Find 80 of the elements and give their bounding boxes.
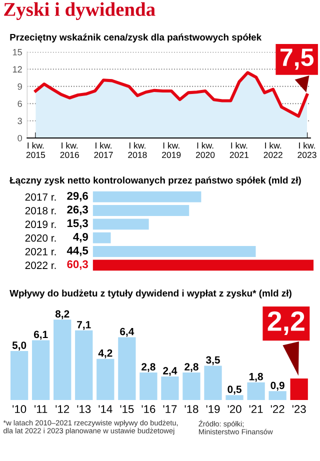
- bar: [92, 246, 256, 257]
- x-tick-label: '17: [163, 405, 177, 413]
- data-label: 2,8: [142, 363, 156, 372]
- data-label: 1,8: [249, 372, 263, 382]
- y-tick-label: 9: [18, 83, 22, 90]
- x-tick-label: '22: [270, 405, 284, 413]
- data-label: 4,9: [73, 232, 88, 242]
- chart-title: Zyski i dywidenda: [4, 2, 156, 20]
- data-label: 29,6: [67, 192, 88, 202]
- x-tick-label: '16: [142, 405, 156, 414]
- data-label: 6,1: [34, 330, 48, 340]
- data-label: 3,5: [206, 356, 220, 366]
- y-tick-label: 2019 r.: [25, 220, 56, 228]
- bar: [96, 358, 114, 400]
- y-tick-label: 2020 r.: [25, 234, 56, 242]
- bar: [290, 378, 308, 400]
- y-tick-label: 3: [18, 118, 22, 124]
- x-tick-label: '11: [34, 405, 48, 413]
- chart-title: Łączny zysk netto kontrolowanych przez państwo spółek (mld zł): [10, 176, 301, 186]
- bar: [92, 205, 190, 216]
- chart-title: Wpływy do budżetu z tytuły dywidend i wypłat z zysku* (mld zł): [10, 290, 292, 298]
- x-tick-label: I kw. 2023: [298, 142, 316, 158]
- y-tick-label: 2017 r.: [25, 193, 56, 201]
- bar: [92, 218, 149, 230]
- data-label: 26,3: [67, 206, 88, 216]
- bar: [161, 376, 179, 400]
- bar: [247, 382, 265, 400]
- y-tick-label: 2018 r.: [25, 207, 56, 214]
- x-tick-label: '14: [98, 405, 112, 413]
- bar: [182, 372, 200, 400]
- bar: [118, 337, 136, 400]
- data-label: 6,4: [120, 328, 134, 337]
- bar: [75, 330, 93, 400]
- data-label: 44,5: [66, 246, 88, 256]
- x-tick-label: I kw. 2021: [230, 142, 248, 158]
- x-tick-label: '15: [120, 405, 134, 414]
- x-tick-label: '20: [228, 405, 242, 414]
- y-tick-label: 0: [18, 134, 22, 142]
- x-tick-label: '19: [206, 405, 220, 414]
- y-tick-label: 2021 r.: [25, 248, 56, 256]
- bar: [140, 372, 158, 400]
- x-tick-label: I kw. 2016: [60, 142, 79, 158]
- x-tick-label: I kw. 2015: [26, 142, 46, 158]
- data-label: 5,0: [12, 342, 26, 350]
- data-label: 15,3: [67, 219, 88, 229]
- data-label: 2,4: [163, 367, 178, 376]
- data-label: 2,8: [184, 363, 198, 372]
- x-tick-label: '21: [249, 405, 263, 413]
- annotation: 2,2: [268, 311, 304, 336]
- y-tick-label: 12: [12, 66, 22, 72]
- x-tick-label: '13: [77, 405, 91, 414]
- x-tick-label: I kw. 2017: [94, 142, 113, 158]
- data-label: 60,3: [67, 260, 88, 270]
- x-tick-label: I kw. 2020: [196, 142, 215, 158]
- x-tick-label: '12: [56, 405, 70, 413]
- x-tick-label: I kw. 2019: [162, 142, 181, 158]
- x-tick-label: I kw. 2018: [128, 142, 147, 158]
- bar: [226, 395, 244, 400]
- bar: [92, 260, 314, 271]
- bar: [92, 191, 202, 202]
- bar: [268, 391, 286, 400]
- data-label: 4,2: [98, 349, 112, 358]
- data-label: 8,2: [55, 310, 70, 320]
- x-tick-label: '23: [292, 405, 306, 414]
- bar: [54, 320, 72, 400]
- data-label: 0,5: [228, 386, 242, 395]
- annotation: 7,5: [280, 48, 314, 70]
- bar: [92, 232, 111, 244]
- x-tick-label: '10: [12, 405, 26, 414]
- y-tick-label: 15: [12, 49, 22, 56]
- bar: [10, 351, 28, 400]
- x-tick-label: I kw. 2022: [264, 142, 282, 158]
- data-label: 0,9: [270, 382, 284, 391]
- chart-subtitle: Przeciętny wskaźnik cena/zysk dla państwowych spółek: [10, 34, 262, 42]
- y-tick-label: 2022 r.: [25, 262, 56, 270]
- x-tick-label: '18: [184, 405, 198, 414]
- data-label: 7,1: [77, 321, 91, 330]
- bar: [32, 340, 50, 400]
- bar: [204, 366, 222, 400]
- y-tick-label: 6: [18, 100, 22, 107]
